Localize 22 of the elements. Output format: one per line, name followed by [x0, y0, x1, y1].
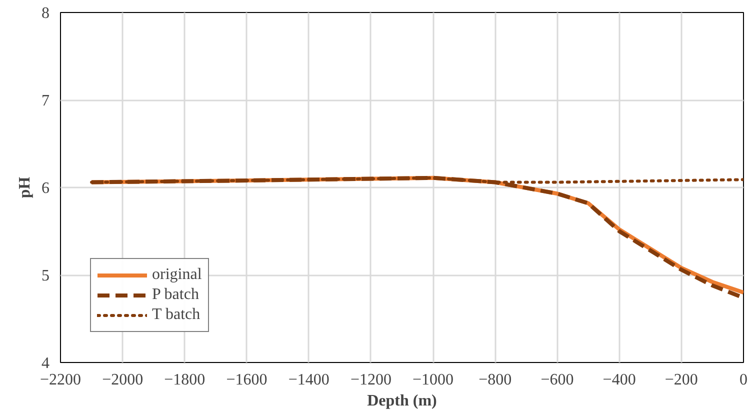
legend-label: P batch	[152, 286, 199, 304]
x-tick-label: −1800	[164, 372, 206, 388]
x-tick-label: −1000	[412, 372, 454, 388]
x-tick-label: −600	[540, 372, 574, 388]
x-tick-label: −1600	[226, 372, 268, 388]
x-axis-title: Depth (m)	[367, 392, 437, 410]
y-tick-label: 5	[42, 268, 50, 284]
x-tick-label: −2000	[102, 372, 144, 388]
y-axis-title: pH	[16, 176, 34, 198]
x-tick-label: −2200	[40, 372, 82, 388]
legend-label: T batch	[152, 306, 200, 324]
legend-label: original	[152, 266, 202, 284]
y-tick-label: 8	[42, 5, 50, 22]
x-tick-label: 0	[740, 372, 748, 388]
x-tick-label: −800	[478, 372, 512, 388]
y-tick-label: 7	[42, 92, 50, 110]
y-tick-label: 6	[42, 180, 50, 197]
x-tick-label: −400	[602, 372, 636, 388]
x-tick-label: −1400	[288, 372, 330, 388]
x-tick-label: −1200	[350, 372, 392, 388]
y-tick-label: 4	[42, 355, 50, 372]
x-tick-label: −200	[664, 372, 698, 388]
